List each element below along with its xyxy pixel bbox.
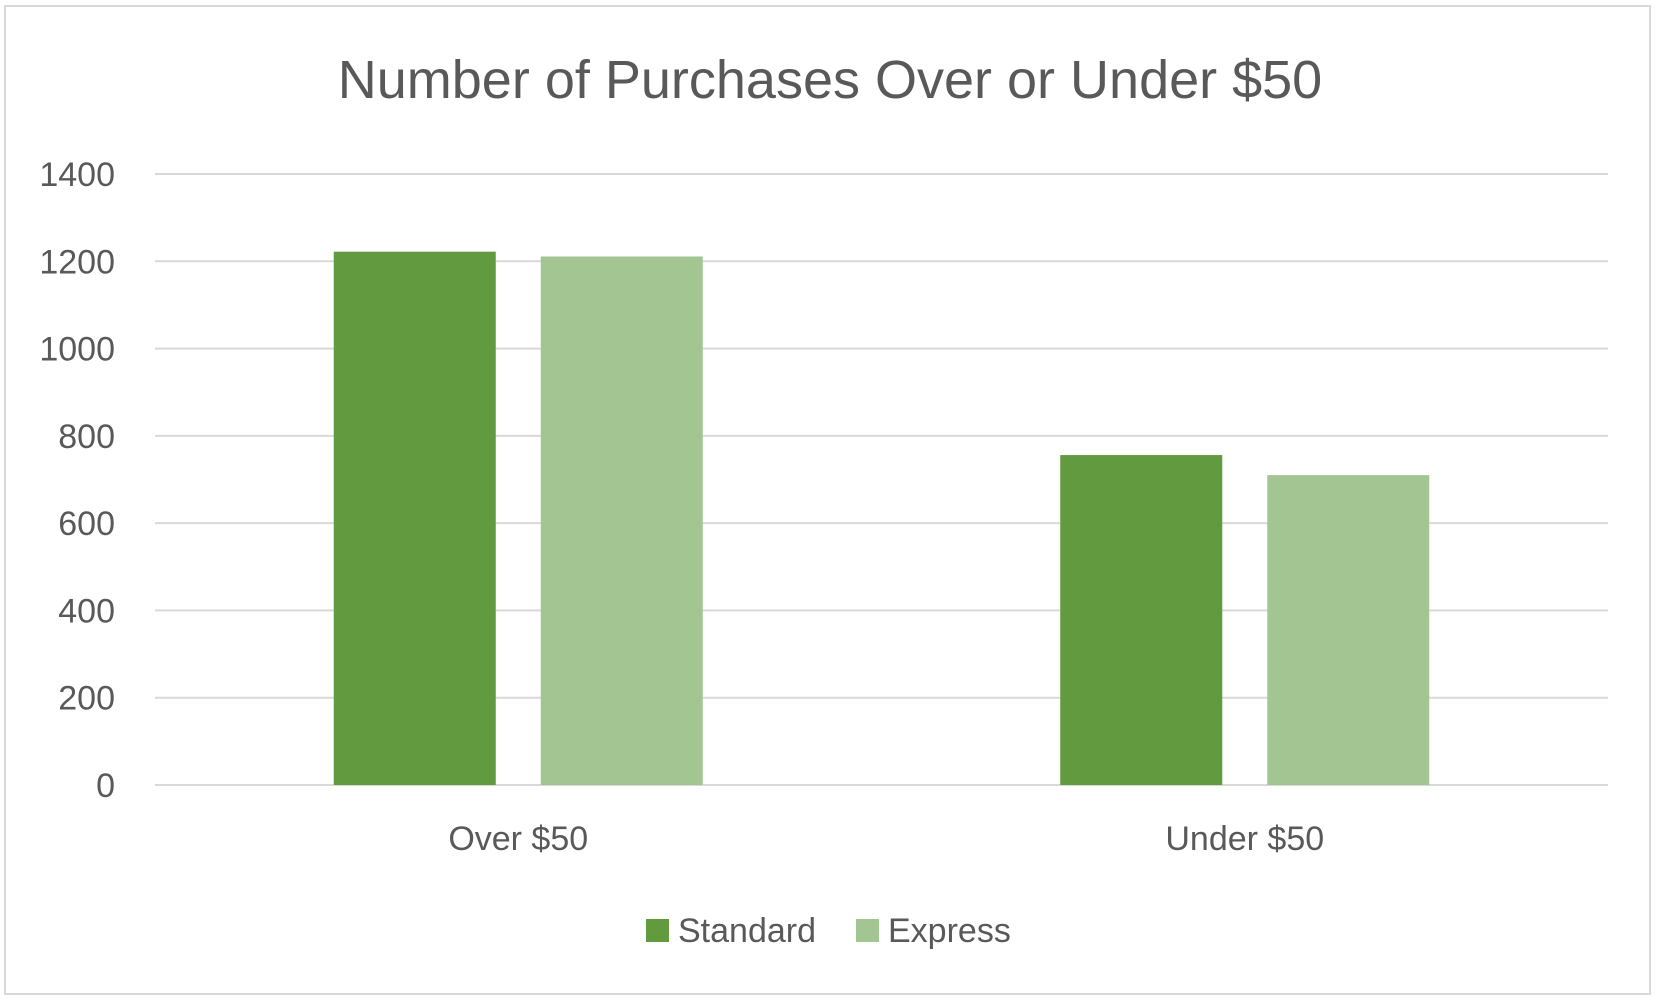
legend-swatch xyxy=(646,919,669,942)
y-tick-label: 0 xyxy=(96,767,115,805)
chart-title: Number of Purchases Over or Under $50 xyxy=(338,50,1322,110)
bar-express-1 xyxy=(540,256,703,785)
y-tick-label: 600 xyxy=(58,505,115,543)
legend-item-express: Express xyxy=(856,912,1011,950)
x-axis-category-labels: Over $50 Under $50 xyxy=(448,820,1324,858)
bar-express-2 xyxy=(1267,475,1430,785)
bar-standard-1 xyxy=(333,251,496,786)
y-tick-label: 800 xyxy=(58,418,115,456)
y-tick-label: 1000 xyxy=(39,331,115,369)
y-tick-label: 1400 xyxy=(39,156,115,194)
legend-item-standard: Standard xyxy=(646,912,816,950)
bar-standard-2 xyxy=(1060,455,1223,785)
bars xyxy=(333,251,1430,786)
y-tick-label: 1200 xyxy=(39,243,115,281)
legend-label: Express xyxy=(888,912,1011,950)
legend-swatch xyxy=(856,919,879,942)
y-tick-label: 200 xyxy=(58,680,115,718)
x-category-label: Under $50 xyxy=(1165,820,1324,858)
x-category-label: Over $50 xyxy=(448,820,588,858)
legend-label: Standard xyxy=(678,912,816,950)
y-axis-tick-labels: 0 200 400 600 800 1000 1200 1400 xyxy=(39,156,115,805)
legend: Standard Express xyxy=(646,912,1011,950)
y-tick-label: 400 xyxy=(58,592,115,630)
